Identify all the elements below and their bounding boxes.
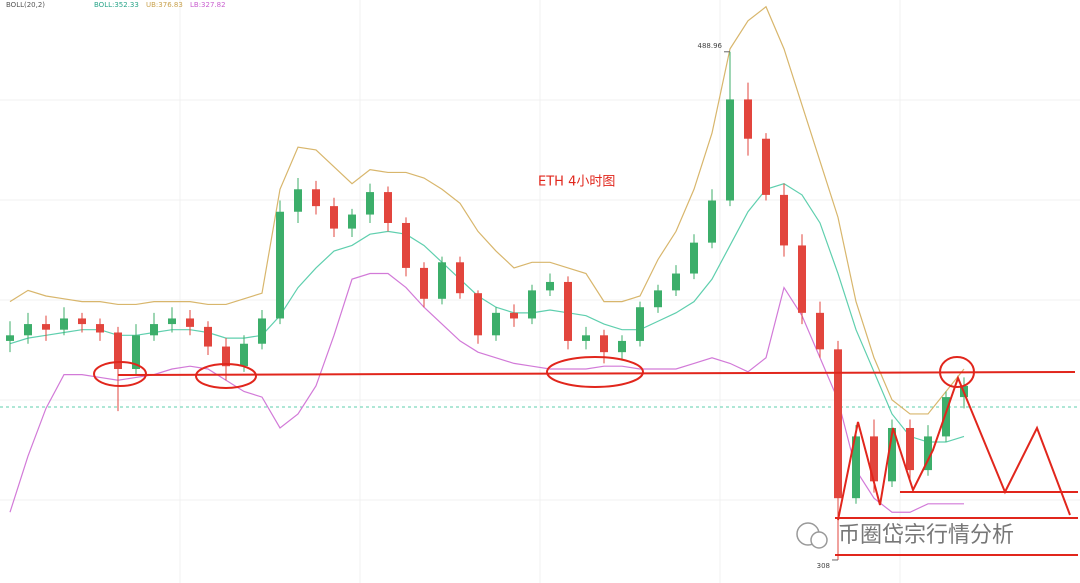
candle-body (60, 318, 68, 330)
annotation-label: 308 (817, 562, 830, 570)
candle-body (798, 245, 806, 313)
candle-body (564, 281, 572, 341)
candle-body (96, 324, 104, 333)
candle-body (888, 427, 896, 482)
ub-label: UB:376.83 (146, 1, 183, 9)
chart-title: ETH 4小时图 (538, 175, 615, 190)
candle-body (546, 281, 554, 291)
watermark: 币圈岱宗行情分析 (796, 522, 1014, 549)
candle-body (870, 436, 878, 482)
candle-body (852, 436, 860, 499)
candle-body (78, 318, 86, 325)
plot: 488.96 308 (6, 5, 968, 570)
candle-body (780, 194, 788, 246)
candle-body (528, 290, 536, 319)
candle-body (132, 335, 140, 370)
candle-body (420, 267, 428, 299)
candle-body (816, 312, 824, 350)
candle-body (186, 318, 194, 327)
lb-label: LB:327.82 (190, 1, 226, 9)
candle-body (312, 189, 320, 207)
candle-body (348, 214, 356, 229)
candle-body (672, 273, 680, 291)
watermark-text: 币圈岱宗行情分析 (838, 523, 1014, 548)
candle-body (330, 206, 338, 229)
candle-body (24, 324, 32, 336)
candle-body (654, 290, 662, 308)
band-lower (9, 272, 964, 513)
candle-body (240, 343, 248, 367)
candle-body (582, 335, 590, 341)
candle-body (906, 427, 914, 471)
candle-body (492, 312, 500, 336)
candle-body (456, 262, 464, 294)
band-upper (9, 5, 965, 415)
candle-body (168, 318, 176, 325)
candle-body (474, 293, 482, 336)
drawings (93, 356, 1078, 556)
candle-body (924, 436, 932, 471)
candle-body (402, 222, 410, 268)
annotation-label: 488.96 (698, 42, 723, 50)
candle-body (42, 324, 50, 330)
candle-body (762, 138, 770, 195)
candle-body (114, 332, 122, 370)
boll-label: BOLL:352.33 (94, 1, 139, 9)
candle-body (294, 189, 302, 212)
candle-body (204, 326, 212, 347)
candle-body (438, 262, 446, 299)
candle-body (150, 324, 158, 336)
candle-body (726, 99, 734, 201)
candle-body (636, 307, 644, 341)
indicator: BOLL(20,2) (6, 1, 45, 9)
candle-body (618, 340, 626, 353)
candle-body (222, 346, 230, 367)
candle-body (708, 200, 716, 243)
candle-body (510, 312, 518, 319)
candle-body (834, 349, 842, 499)
candle-body (366, 192, 374, 215)
candle-body (600, 335, 608, 353)
candle-body (744, 99, 752, 139)
candle-body (942, 397, 950, 437)
candle-body (6, 335, 14, 341)
band-middle (9, 183, 965, 443)
candle-body (276, 211, 284, 319)
candle-body (690, 242, 698, 274)
candle-body (384, 192, 392, 223)
candle-body (258, 318, 266, 344)
